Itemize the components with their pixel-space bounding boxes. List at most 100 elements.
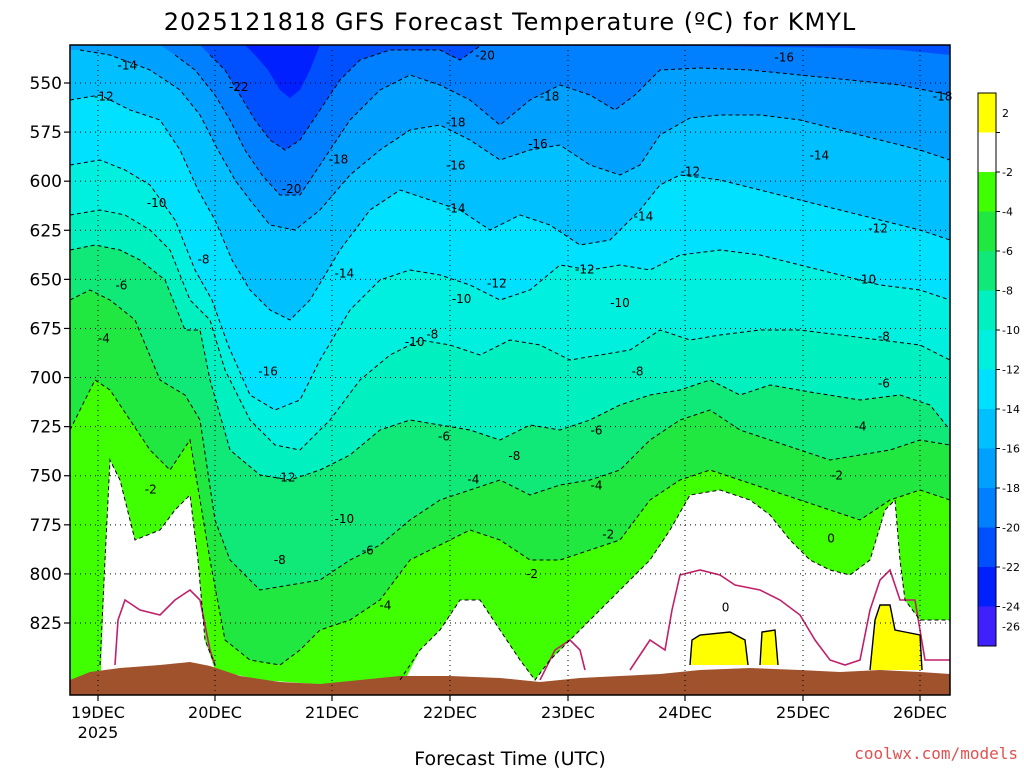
colorbar-swatch bbox=[978, 369, 996, 409]
x-tick-label: 25DEC bbox=[776, 703, 830, 722]
x-tick-label: 19DEC bbox=[71, 703, 125, 722]
contour-label: -6 bbox=[115, 278, 127, 292]
x-axis: 19DEC 20DEC 21DEC 22DEC 23DEC 24DEC 25DEC 26DEC bbox=[71, 695, 947, 722]
x-tick-label: 20DEC bbox=[188, 703, 242, 722]
y-tick-label: 700 bbox=[30, 369, 62, 389]
contour-label: -2 bbox=[602, 528, 614, 542]
colorbar-swatch bbox=[978, 211, 996, 251]
colorbar-tick-label: -4 bbox=[1002, 206, 1013, 219]
ground-terrain bbox=[70, 662, 950, 695]
contour-label: -6 bbox=[591, 424, 603, 438]
colorbar-tick-label: -20 bbox=[1002, 522, 1020, 535]
contour-label: -10 bbox=[452, 292, 472, 306]
grid-lines bbox=[70, 45, 950, 695]
chart-title: 2025121818 GFS Forecast Temperature (ºC)… bbox=[164, 8, 857, 36]
contour-label: -8 bbox=[426, 327, 438, 341]
x-tick-label: 23DEC bbox=[541, 703, 595, 722]
contour-label: -14 bbox=[446, 202, 466, 216]
y-tick-label: 775 bbox=[30, 516, 62, 536]
contour-label: -2 bbox=[831, 469, 843, 483]
colorbar-swatch bbox=[978, 488, 996, 528]
contour-label: -18 bbox=[540, 90, 560, 104]
contour-label: -18 bbox=[933, 90, 953, 104]
colorbar-tick-label: -24 bbox=[1002, 601, 1020, 614]
contour-label: -14 bbox=[335, 266, 355, 280]
contour-label: 0 bbox=[722, 600, 730, 614]
contour-label: -14 bbox=[118, 58, 138, 72]
contour-label: -8 bbox=[274, 553, 286, 567]
colorbar-swatch bbox=[978, 606, 996, 646]
contour-label: -12 bbox=[575, 263, 595, 277]
colorbar-swatch bbox=[978, 93, 996, 133]
y-tick-label: 750 bbox=[30, 467, 62, 487]
band-minus24 bbox=[245, 45, 320, 98]
contour-label: -16 bbox=[528, 137, 548, 151]
colorbar-tick-label: -18 bbox=[1002, 482, 1020, 495]
y-tick-label: 725 bbox=[30, 418, 62, 438]
contour-label: -10 bbox=[405, 335, 425, 349]
colorbar-swatch bbox=[978, 132, 996, 172]
band-plus2-b bbox=[760, 630, 778, 665]
plus2-contours bbox=[689, 604, 923, 671]
contour-label: -16 bbox=[774, 50, 794, 64]
contour-label: -8 bbox=[632, 365, 644, 379]
colorbar-swatch bbox=[978, 527, 996, 567]
contour-label: -12 bbox=[94, 90, 114, 104]
x-tick-label: 24DEC bbox=[658, 703, 712, 722]
contour-label: -22 bbox=[229, 80, 249, 94]
colorbar-tick-label: 2 bbox=[1002, 107, 1009, 120]
colorbar-swatch bbox=[978, 330, 996, 370]
contour-label: -10 bbox=[857, 272, 877, 286]
band-minus20 bbox=[160, 45, 950, 195]
colorbar-tick-label: -10 bbox=[1002, 324, 1020, 337]
x-tick-label: 21DEC bbox=[305, 703, 359, 722]
colorbar-tick-label: -2 bbox=[1002, 166, 1013, 179]
colorbar: 2 -2 -4 -6 -8 -10 -12 -14 -16 -18 -20 -22 -24 -26 bbox=[977, 92, 1020, 647]
contour-label: -10 bbox=[147, 196, 167, 210]
contour-label: -4 bbox=[591, 479, 603, 493]
contour-label: -4 bbox=[379, 598, 391, 612]
contour-label: -4 bbox=[98, 331, 110, 345]
contour-label: -12 bbox=[276, 471, 296, 485]
contour-label: -14 bbox=[810, 149, 830, 163]
contour-label: -14 bbox=[634, 210, 654, 224]
contour-label: -12 bbox=[487, 276, 507, 290]
colorbar-tick-label: -14 bbox=[1002, 403, 1020, 416]
contour-label: -8 bbox=[508, 449, 520, 463]
y-tick-label: 650 bbox=[30, 270, 62, 290]
contour-label: -6 bbox=[878, 376, 890, 390]
contour-label: -4 bbox=[467, 473, 479, 487]
y-tick-label: 800 bbox=[30, 565, 62, 585]
y-tick-label: 575 bbox=[30, 123, 62, 143]
colorbar-tick-label: -26 bbox=[1002, 620, 1020, 633]
x-axis-label: Forecast Time (UTC) bbox=[414, 748, 605, 768]
band-plus2-a bbox=[690, 632, 748, 665]
contour-label: -10 bbox=[610, 296, 630, 310]
contour-label: -18 bbox=[329, 153, 349, 167]
contour-label: -18 bbox=[446, 115, 466, 129]
y-tick-label: 600 bbox=[30, 172, 62, 192]
y-tick-label: 675 bbox=[30, 319, 62, 339]
y-tick-label: 550 bbox=[30, 74, 62, 94]
y-tick-label: 825 bbox=[30, 614, 62, 634]
contour-label: -6 bbox=[438, 429, 450, 443]
zero-contour bbox=[114, 568, 950, 681]
colorbar-swatch bbox=[978, 290, 996, 330]
plot-frame bbox=[69, 44, 951, 696]
contour-label: -20 bbox=[282, 182, 302, 196]
colorbar-swatch bbox=[978, 448, 996, 488]
x-tick-label: 26DEC bbox=[893, 703, 947, 722]
colorbar-tick-label: -6 bbox=[1002, 245, 1013, 258]
contour-label: -12 bbox=[681, 164, 701, 178]
band-plus2-c bbox=[870, 605, 922, 670]
contour-fill bbox=[70, 45, 950, 695]
contour-label: -4 bbox=[854, 420, 866, 434]
contour-label: -16 bbox=[446, 158, 466, 172]
contour-label: -20 bbox=[475, 49, 495, 63]
colorbar-tick-label: -16 bbox=[1002, 443, 1020, 456]
dashed-contours bbox=[70, 45, 950, 681]
colorbar-swatch bbox=[978, 409, 996, 449]
colorbar-tick-label: -22 bbox=[1002, 561, 1020, 574]
contour-labels: -14-12-22-10-8-6-4-2-20-18-16-14-12-10-8… bbox=[94, 49, 952, 615]
colorbar-tick-label: -12 bbox=[1002, 364, 1020, 377]
